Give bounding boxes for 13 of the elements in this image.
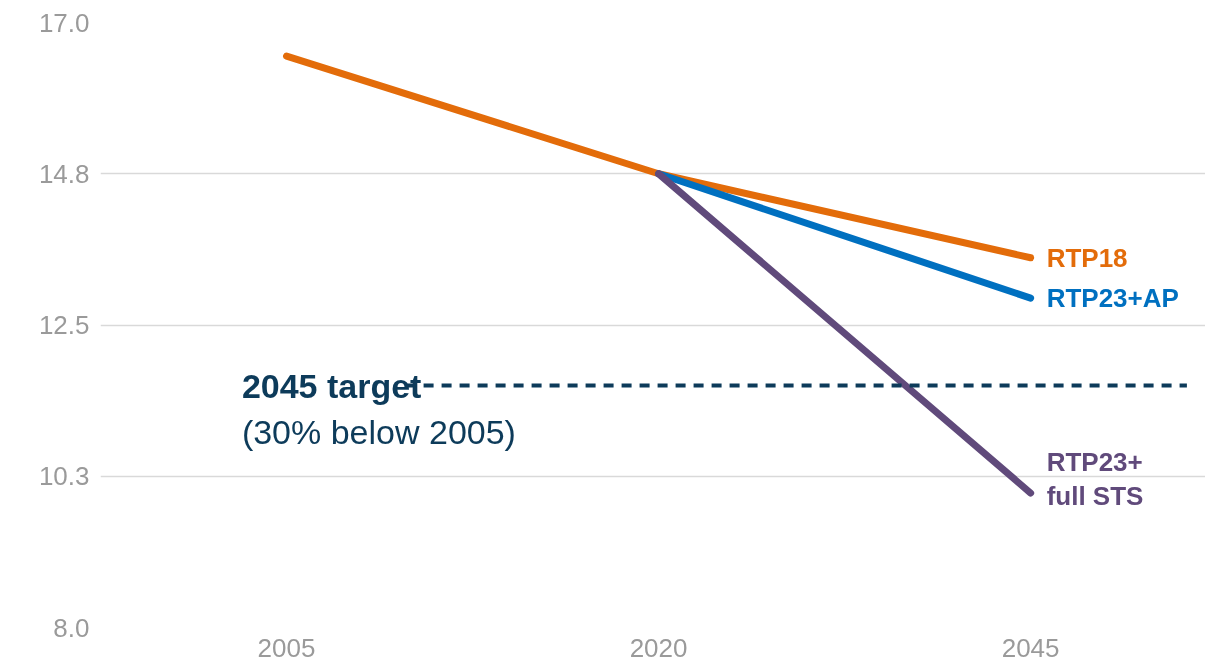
y-tick-label: 10.3 (38, 461, 90, 492)
y-tick-label: 14.8 (38, 158, 90, 189)
y-tick-label: 8.0 (53, 612, 90, 643)
y-tick-label: 12.5 (38, 310, 90, 340)
x-tick-label: 2020 (629, 632, 688, 663)
x-tick-label: 2045 (1001, 632, 1060, 663)
series-label: RTP18 (1046, 242, 1128, 273)
x-tick-label: 2005 (257, 632, 316, 663)
y-tick-label: 17.0 (38, 7, 90, 38)
annotation: (30% below 2005) (241, 412, 516, 451)
series-label: RTP23+ full STS (1046, 446, 1144, 512)
ref-line-label: 2045 target (241, 366, 422, 405)
series-label: RTP23+AP (1046, 283, 1179, 314)
